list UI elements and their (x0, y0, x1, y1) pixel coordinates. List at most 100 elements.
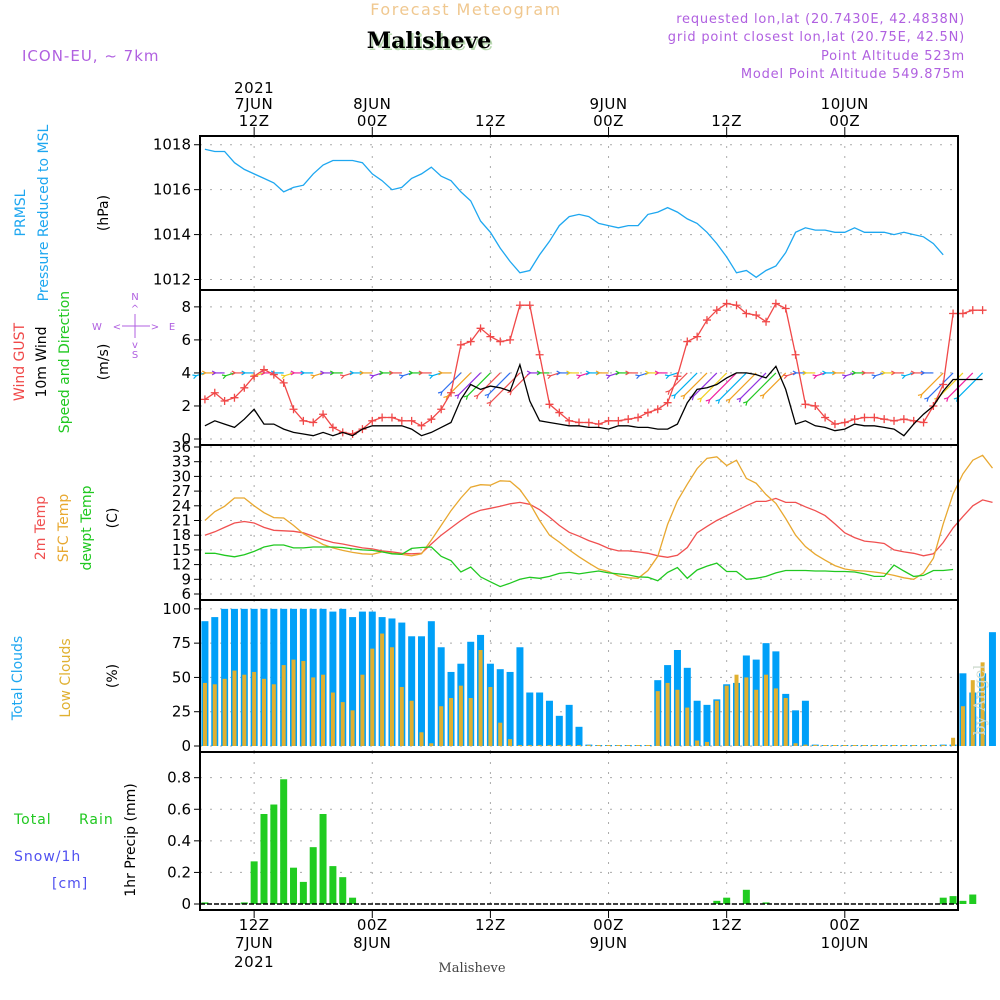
wind-arrow-head (507, 390, 513, 396)
wind-arrow-head (920, 370, 926, 376)
temp-ytick-label: 21 (172, 512, 191, 530)
low-clouds-bar (498, 722, 503, 746)
temp-unit: (C) (105, 508, 121, 529)
total-clouds-bar (536, 692, 544, 746)
location-title-shadow: Malisheve (369, 30, 493, 56)
low-clouds-bar (547, 745, 552, 746)
gust-marker (860, 413, 869, 422)
wind-ytick-label: 0 (181, 430, 191, 448)
low-clouds-bar (783, 698, 788, 746)
wind-arrow-head (486, 401, 492, 407)
wind-arrow-head (802, 370, 808, 376)
total-clouds-bar (545, 700, 553, 746)
wind-arrow (668, 372, 678, 377)
total-clouds-bar (801, 700, 809, 746)
wind-arrow-head (595, 370, 601, 376)
rain-bar (723, 897, 731, 904)
total-clouds-bar (575, 726, 583, 746)
temp-ytick-label: 12 (172, 556, 191, 574)
clouds-panel: 0 25 50 75 100 (162, 599, 996, 755)
wind-arrow (957, 372, 984, 399)
snow-unit: [cm] (52, 876, 88, 892)
gust-marker (575, 418, 583, 427)
low-clouds-bar (271, 684, 276, 746)
bottom-axis-label: 12Z (239, 916, 270, 934)
wind-arrow-head (438, 370, 444, 376)
location-title: Malisheve (367, 28, 491, 54)
wind-arrow (746, 372, 777, 403)
wind-arrow-head (812, 374, 818, 380)
gust-marker (545, 400, 554, 409)
pressure-label-desc: Pressure Reduced to MSL (36, 124, 52, 301)
wind-arrow-head (871, 374, 877, 380)
wind-arrow (467, 372, 491, 397)
gust-marker (801, 400, 810, 409)
wind-arrow-head (664, 374, 671, 380)
low-clouds-bar (409, 700, 414, 746)
low-clouds-bar (636, 745, 641, 746)
rain-bar (201, 902, 209, 904)
gust-marker (368, 416, 377, 425)
gust-marker (830, 420, 839, 429)
gust-marker (535, 350, 544, 359)
wind-arrow-head (329, 370, 335, 376)
bottom-axis-label: 12Z (711, 916, 742, 934)
wind-arrow-head (635, 374, 641, 380)
low-clouds-bar (370, 648, 375, 746)
precip-ytick-label: 0.8 (167, 769, 191, 787)
gust-marker (230, 393, 239, 402)
rain-bar (270, 804, 278, 904)
wind-arrow-head (211, 370, 217, 376)
wind-direction-label: Speed and Direction (57, 291, 73, 433)
low-clouds-bar (567, 745, 572, 746)
rain-bar (319, 814, 327, 904)
wind-arrow-head (782, 374, 789, 380)
low-clouds-bar (685, 707, 690, 746)
series-dewpt-temp (204, 544, 954, 588)
wind-arrow (432, 372, 442, 377)
pressure-panel-labels: PRMSL Pressure Reduced to MSL (hPa) (13, 124, 112, 301)
rain-bar (939, 897, 947, 904)
compass-arrow-s: v (132, 340, 138, 351)
low-clouds-bar (832, 745, 837, 746)
temp-ytick-label: 36 (172, 438, 191, 456)
total-clouds-bar (496, 669, 504, 746)
total-clouds-bar (506, 671, 514, 746)
wind-arrow-head (697, 397, 703, 403)
rain-bar (713, 900, 721, 904)
compass-rose: N W E S ^ v < > (92, 292, 175, 361)
total-clouds-bar (417, 636, 425, 746)
wind-gust-label: Wind GUST (12, 322, 28, 401)
total-clouds-bar (211, 617, 219, 746)
gust-marker (378, 413, 387, 422)
top-axis-label: 7JUN (235, 95, 273, 113)
wind-arrow-head (536, 370, 542, 376)
low-clouds-bar (557, 745, 562, 746)
wind-arrow-head (231, 370, 237, 376)
gust-marker (722, 299, 731, 308)
wind-arrow (709, 372, 737, 401)
wind-arrow (927, 372, 954, 399)
low-clouds-bar (734, 674, 739, 746)
precip-panel-labels: Total Rain Snow/1h [cm] 1hr Precip (mm) (13, 783, 139, 896)
wind-arrow-head (881, 370, 887, 376)
compass-arrow-w: < (113, 322, 121, 333)
wind-arrow-head (454, 393, 460, 399)
wind-arrow-head (705, 398, 711, 404)
gust-marker (634, 413, 643, 422)
wind-arrow-head (241, 370, 247, 376)
top-axis-label: 12Z (239, 112, 270, 130)
gust-marker (486, 332, 495, 341)
low-clouds-bar (537, 745, 542, 746)
wind-arrow-head (201, 370, 208, 376)
gust-marker (447, 388, 456, 397)
precip-panel: 0 0.2 0.4 0.6 0.8 (167, 751, 977, 913)
wind-10m-label: 10m Wind (34, 326, 50, 397)
gust-marker (240, 383, 249, 392)
pressure-ytick-label: 1014 (153, 226, 191, 244)
wind-arrow-head (792, 370, 798, 376)
low-clouds-bar (340, 702, 345, 746)
wind-arrow-head (526, 370, 532, 376)
low-clouds-bar (380, 633, 385, 746)
